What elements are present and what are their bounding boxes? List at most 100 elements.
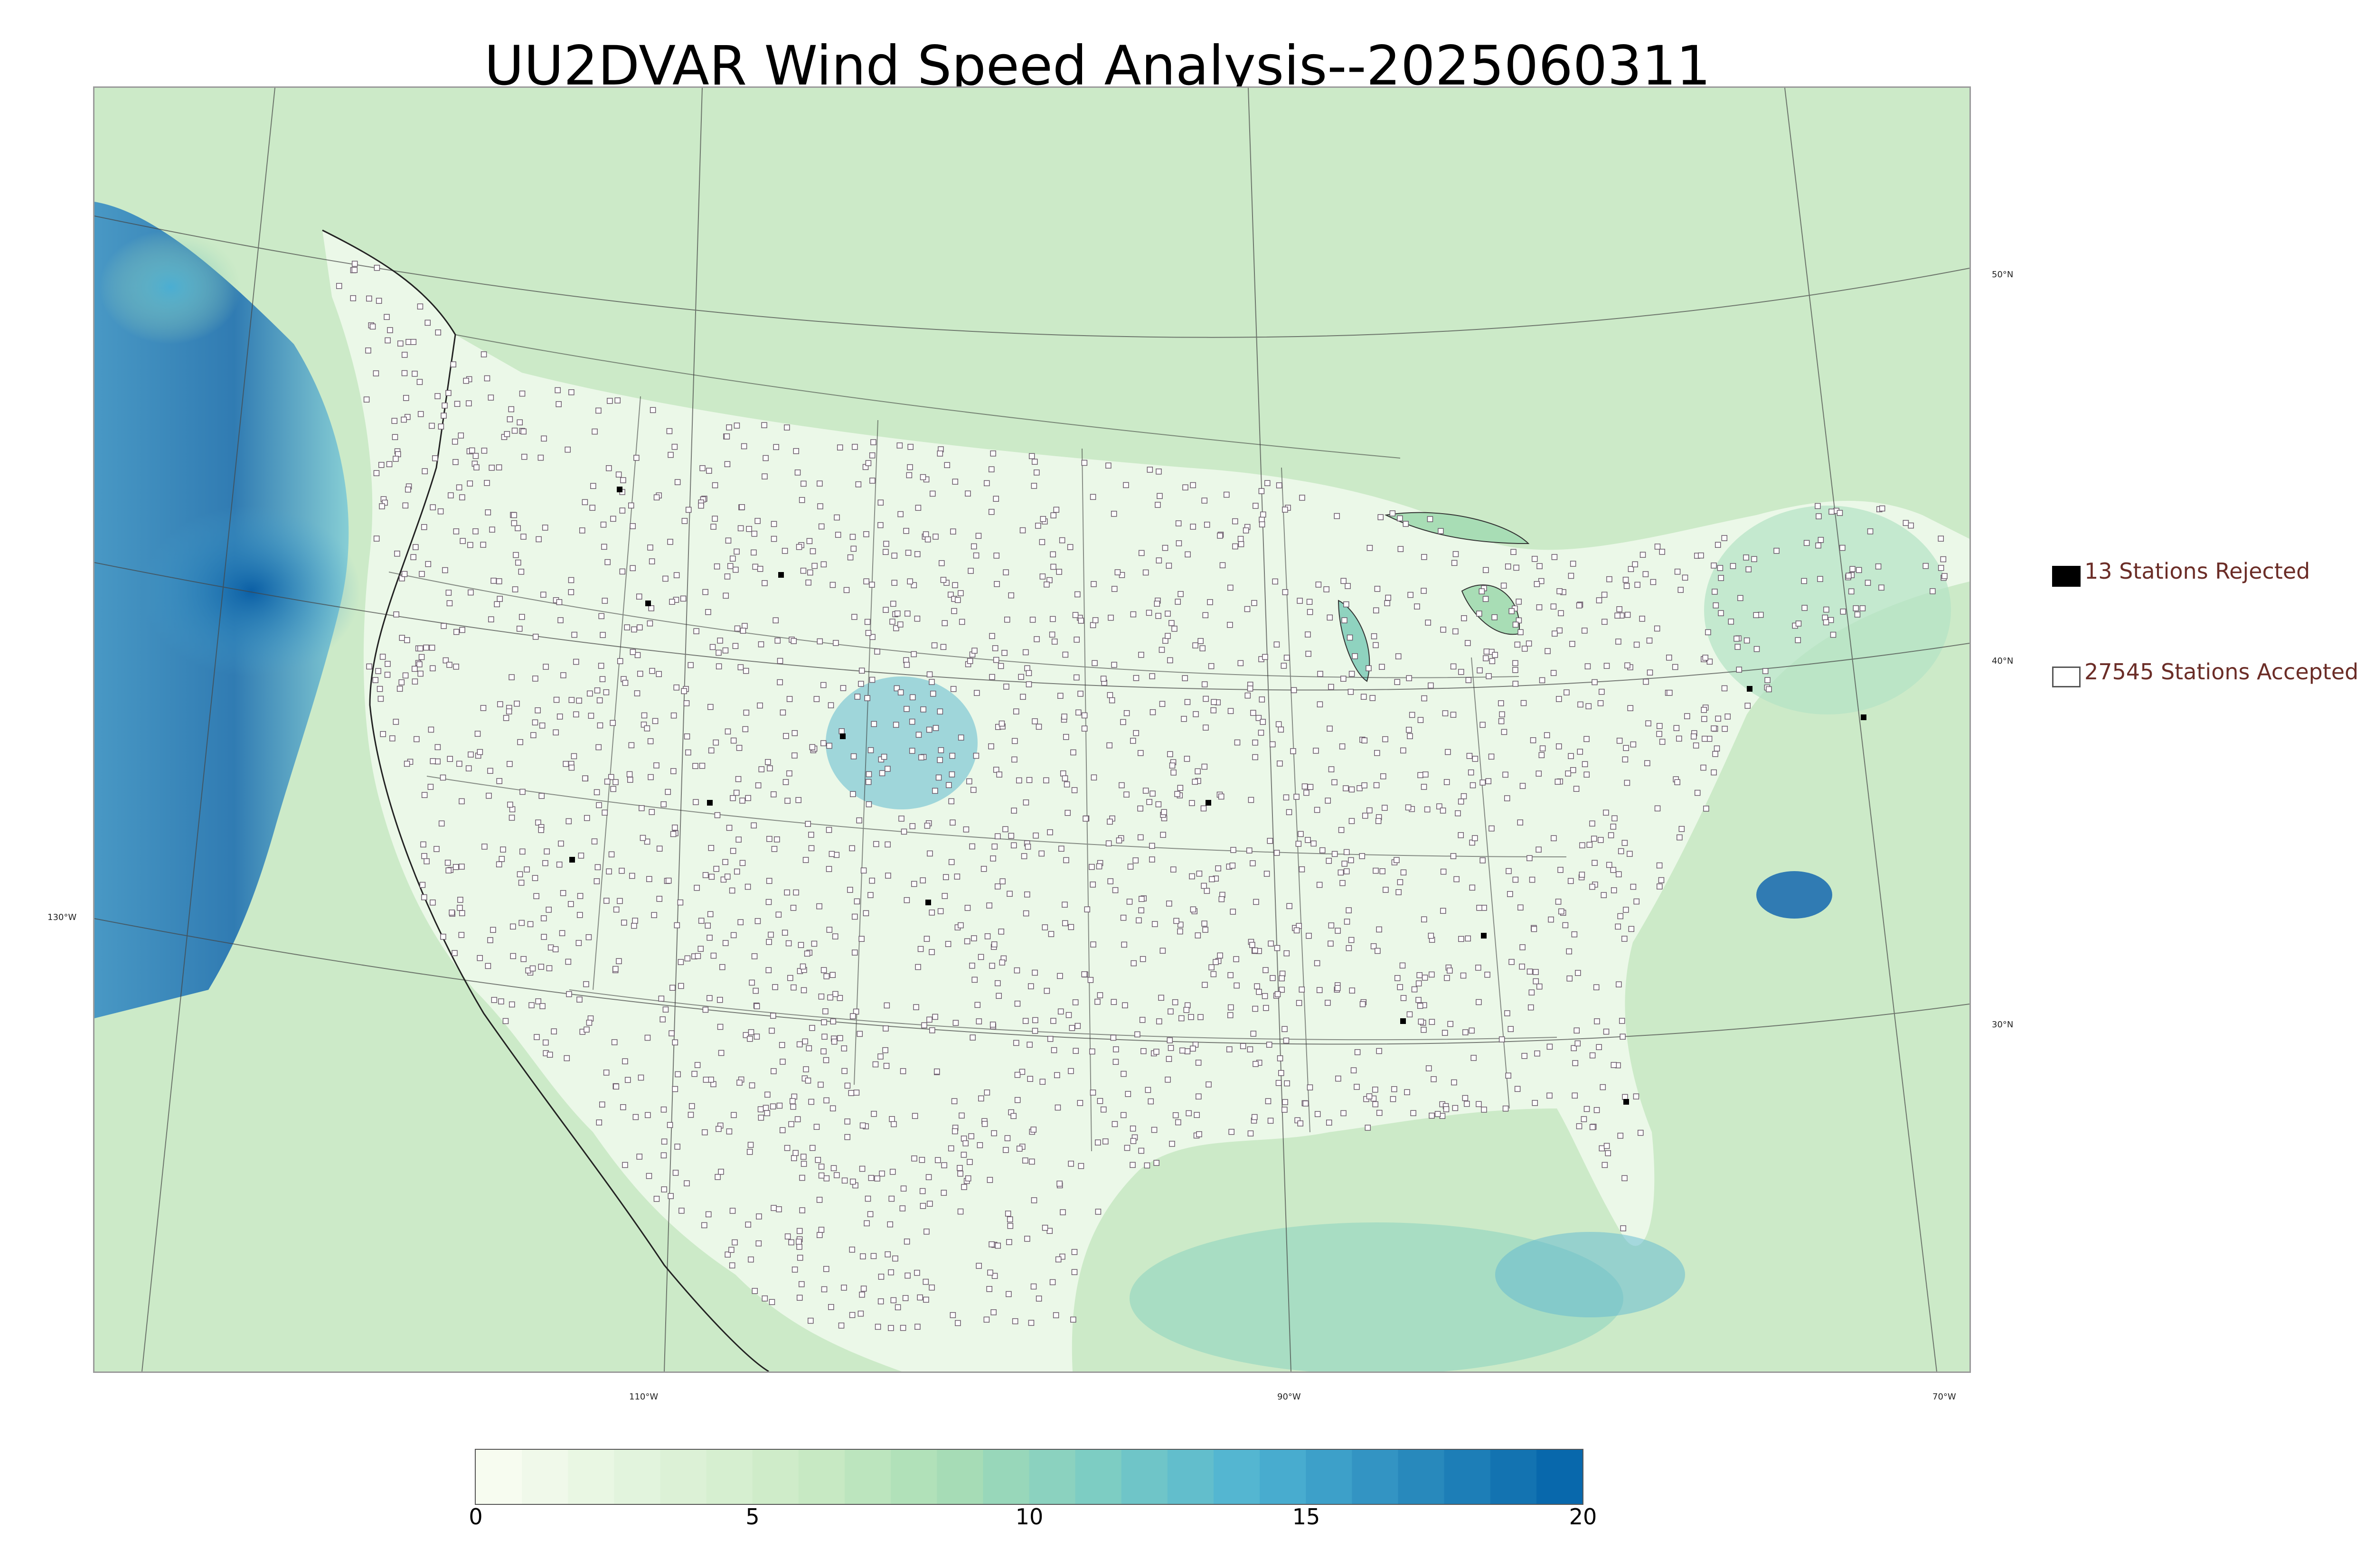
colorbar-cell xyxy=(660,1450,707,1504)
station-accepted xyxy=(1279,986,1285,993)
station-accepted xyxy=(808,845,815,852)
station-accepted xyxy=(1593,1107,1600,1113)
station-accepted xyxy=(802,857,809,863)
station-accepted xyxy=(1348,786,1355,793)
station-accepted xyxy=(1628,926,1635,932)
station-accepted xyxy=(450,361,457,367)
station-accepted xyxy=(1481,1107,1487,1113)
station-accepted xyxy=(834,514,840,521)
station-accepted xyxy=(440,774,446,781)
station-accepted xyxy=(1095,1139,1101,1145)
station-accepted xyxy=(1462,1029,1469,1035)
station-accepted xyxy=(702,589,708,595)
station-accepted xyxy=(1130,1126,1136,1132)
station-accepted xyxy=(1846,573,1852,579)
station-accepted xyxy=(532,719,538,726)
station-accepted xyxy=(1057,973,1063,979)
station-accepted xyxy=(401,352,408,358)
station-accepted xyxy=(909,694,916,701)
station-accepted xyxy=(445,867,452,873)
station-accepted xyxy=(965,490,971,497)
station-accepted xyxy=(1019,1069,1026,1075)
colorbar-cell xyxy=(522,1450,569,1504)
station-accepted xyxy=(741,443,747,450)
station-accepted xyxy=(336,283,342,289)
station-accepted xyxy=(1737,595,1743,601)
station-accepted xyxy=(1090,1089,1096,1096)
station-accepted xyxy=(752,563,759,570)
station-accepted xyxy=(1021,853,1027,859)
station-accepted xyxy=(991,1273,998,1279)
station-accepted xyxy=(510,923,516,930)
station-accepted xyxy=(1514,1086,1521,1092)
station-accepted xyxy=(797,1255,803,1261)
station-accepted xyxy=(889,619,895,625)
station-accepted xyxy=(1856,567,1862,573)
station-accepted xyxy=(598,663,604,669)
station-accepted xyxy=(1512,681,1519,687)
station-accepted xyxy=(1032,1017,1038,1023)
station-accepted xyxy=(1465,677,1472,683)
gulf-wind-region xyxy=(1130,1222,1623,1371)
station-accepted xyxy=(770,1103,776,1110)
station-accepted xyxy=(1014,1071,1021,1078)
station-accepted xyxy=(729,1208,736,1214)
station-accepted xyxy=(1089,1048,1095,1055)
station-accepted xyxy=(988,743,994,750)
station-accepted xyxy=(1676,735,1682,742)
station-accepted xyxy=(1534,581,1540,587)
station-accepted xyxy=(1138,907,1144,913)
station-accepted xyxy=(717,638,723,644)
map-panel[interactable] xyxy=(93,86,1971,1373)
station-accepted xyxy=(417,670,424,677)
station-accepted xyxy=(1233,956,1239,962)
station-accepted xyxy=(977,1142,983,1148)
station-accepted xyxy=(1532,556,1538,562)
station-accepted xyxy=(796,1239,802,1245)
station-accepted xyxy=(444,860,451,866)
station-accepted xyxy=(755,1240,762,1247)
colorbar-cell xyxy=(1398,1450,1445,1504)
station-accepted xyxy=(1136,917,1142,924)
station-accepted xyxy=(883,1062,890,1069)
station-accepted xyxy=(1328,766,1335,772)
station-accepted xyxy=(1938,565,1944,571)
station-accepted xyxy=(1627,705,1634,711)
station-accepted xyxy=(774,836,780,843)
station-accepted xyxy=(1105,462,1112,469)
station-accepted xyxy=(889,1169,896,1175)
station-accepted xyxy=(1639,616,1645,622)
station-accepted xyxy=(401,370,408,376)
station-accepted xyxy=(1377,514,1384,520)
station-accepted xyxy=(1031,483,1037,489)
station-accepted xyxy=(901,828,907,835)
station-accepted xyxy=(1678,826,1685,832)
station-accepted xyxy=(724,461,731,468)
station-accepted xyxy=(534,1034,540,1040)
station-accepted xyxy=(1196,871,1203,877)
station-accepted xyxy=(1133,675,1140,681)
station-accepted xyxy=(1589,883,1595,890)
station-accepted xyxy=(1484,971,1490,978)
station-accepted xyxy=(536,536,542,543)
station-accepted xyxy=(1482,596,1489,602)
colorbar-cell xyxy=(614,1450,661,1504)
station-accepted xyxy=(1344,919,1350,925)
station-accepted xyxy=(757,566,763,572)
station-accepted xyxy=(1213,959,1219,965)
station-accepted xyxy=(859,1165,866,1172)
station-accepted xyxy=(724,433,730,440)
station-accepted xyxy=(1138,750,1144,756)
station-accepted xyxy=(1244,692,1251,699)
station-accepted xyxy=(671,443,678,450)
station-accepted xyxy=(665,877,672,884)
station-accepted xyxy=(1379,868,1385,874)
station-accepted xyxy=(1229,863,1236,869)
station-accepted xyxy=(1713,602,1719,609)
station-accepted xyxy=(1654,544,1661,550)
station-accepted xyxy=(999,878,1006,884)
station-accepted xyxy=(1293,794,1300,800)
station-accepted xyxy=(1092,617,1099,623)
station-accepted xyxy=(667,539,673,545)
station-accepted xyxy=(1083,816,1089,822)
